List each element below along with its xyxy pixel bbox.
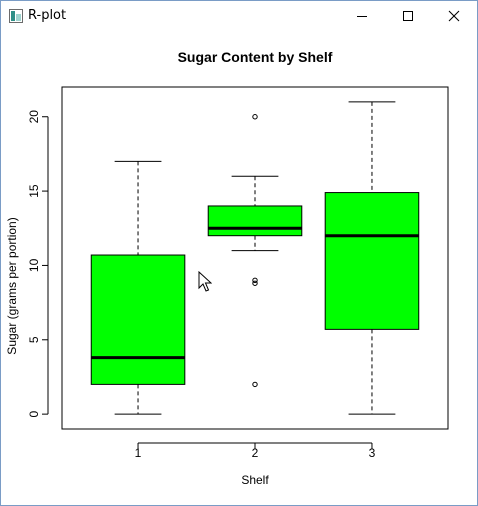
- close-icon: [448, 10, 460, 22]
- maximize-button[interactable]: [385, 1, 431, 31]
- maximize-icon: [403, 11, 413, 21]
- x-tick-label: 1: [135, 446, 142, 460]
- minimize-icon: [357, 16, 367, 17]
- y-tick-label: 5: [27, 336, 41, 343]
- outlier-point: [252, 381, 258, 388]
- mouse-pointer-icon: [198, 270, 213, 298]
- outlier-point: [252, 280, 258, 286]
- chart-title: Sugar Content by Shelf: [178, 49, 333, 65]
- outlier-point: [252, 277, 258, 284]
- x-tick-label: 2: [252, 446, 259, 460]
- plot-frame: [61, 86, 449, 430]
- box-shelf-3: [324, 192, 420, 330]
- title-bar[interactable]: R-plot: [1, 1, 477, 31]
- y-tick-label: 15: [27, 184, 41, 198]
- y-tick-label: 20: [27, 110, 41, 124]
- y-tick-label: 0: [27, 410, 41, 417]
- box-shelf-2: [207, 205, 303, 237]
- box-shelf-1: [90, 254, 186, 385]
- outlier-point: [252, 114, 258, 120]
- x-axis-label: Shelf: [241, 473, 269, 487]
- window-title: R-plot: [28, 8, 67, 23]
- r-plot-window-icon: [9, 9, 23, 23]
- y-tick-label: 10: [27, 258, 41, 272]
- boxplot-chart: Sugar Content by Shelf Shelf Sugar (gram…: [5, 49, 449, 487]
- x-tick-label: 3: [369, 446, 376, 460]
- y-axis-label: Sugar (grams per portion): [5, 217, 19, 354]
- close-button[interactable]: [431, 1, 477, 31]
- minimize-button[interactable]: [339, 1, 385, 31]
